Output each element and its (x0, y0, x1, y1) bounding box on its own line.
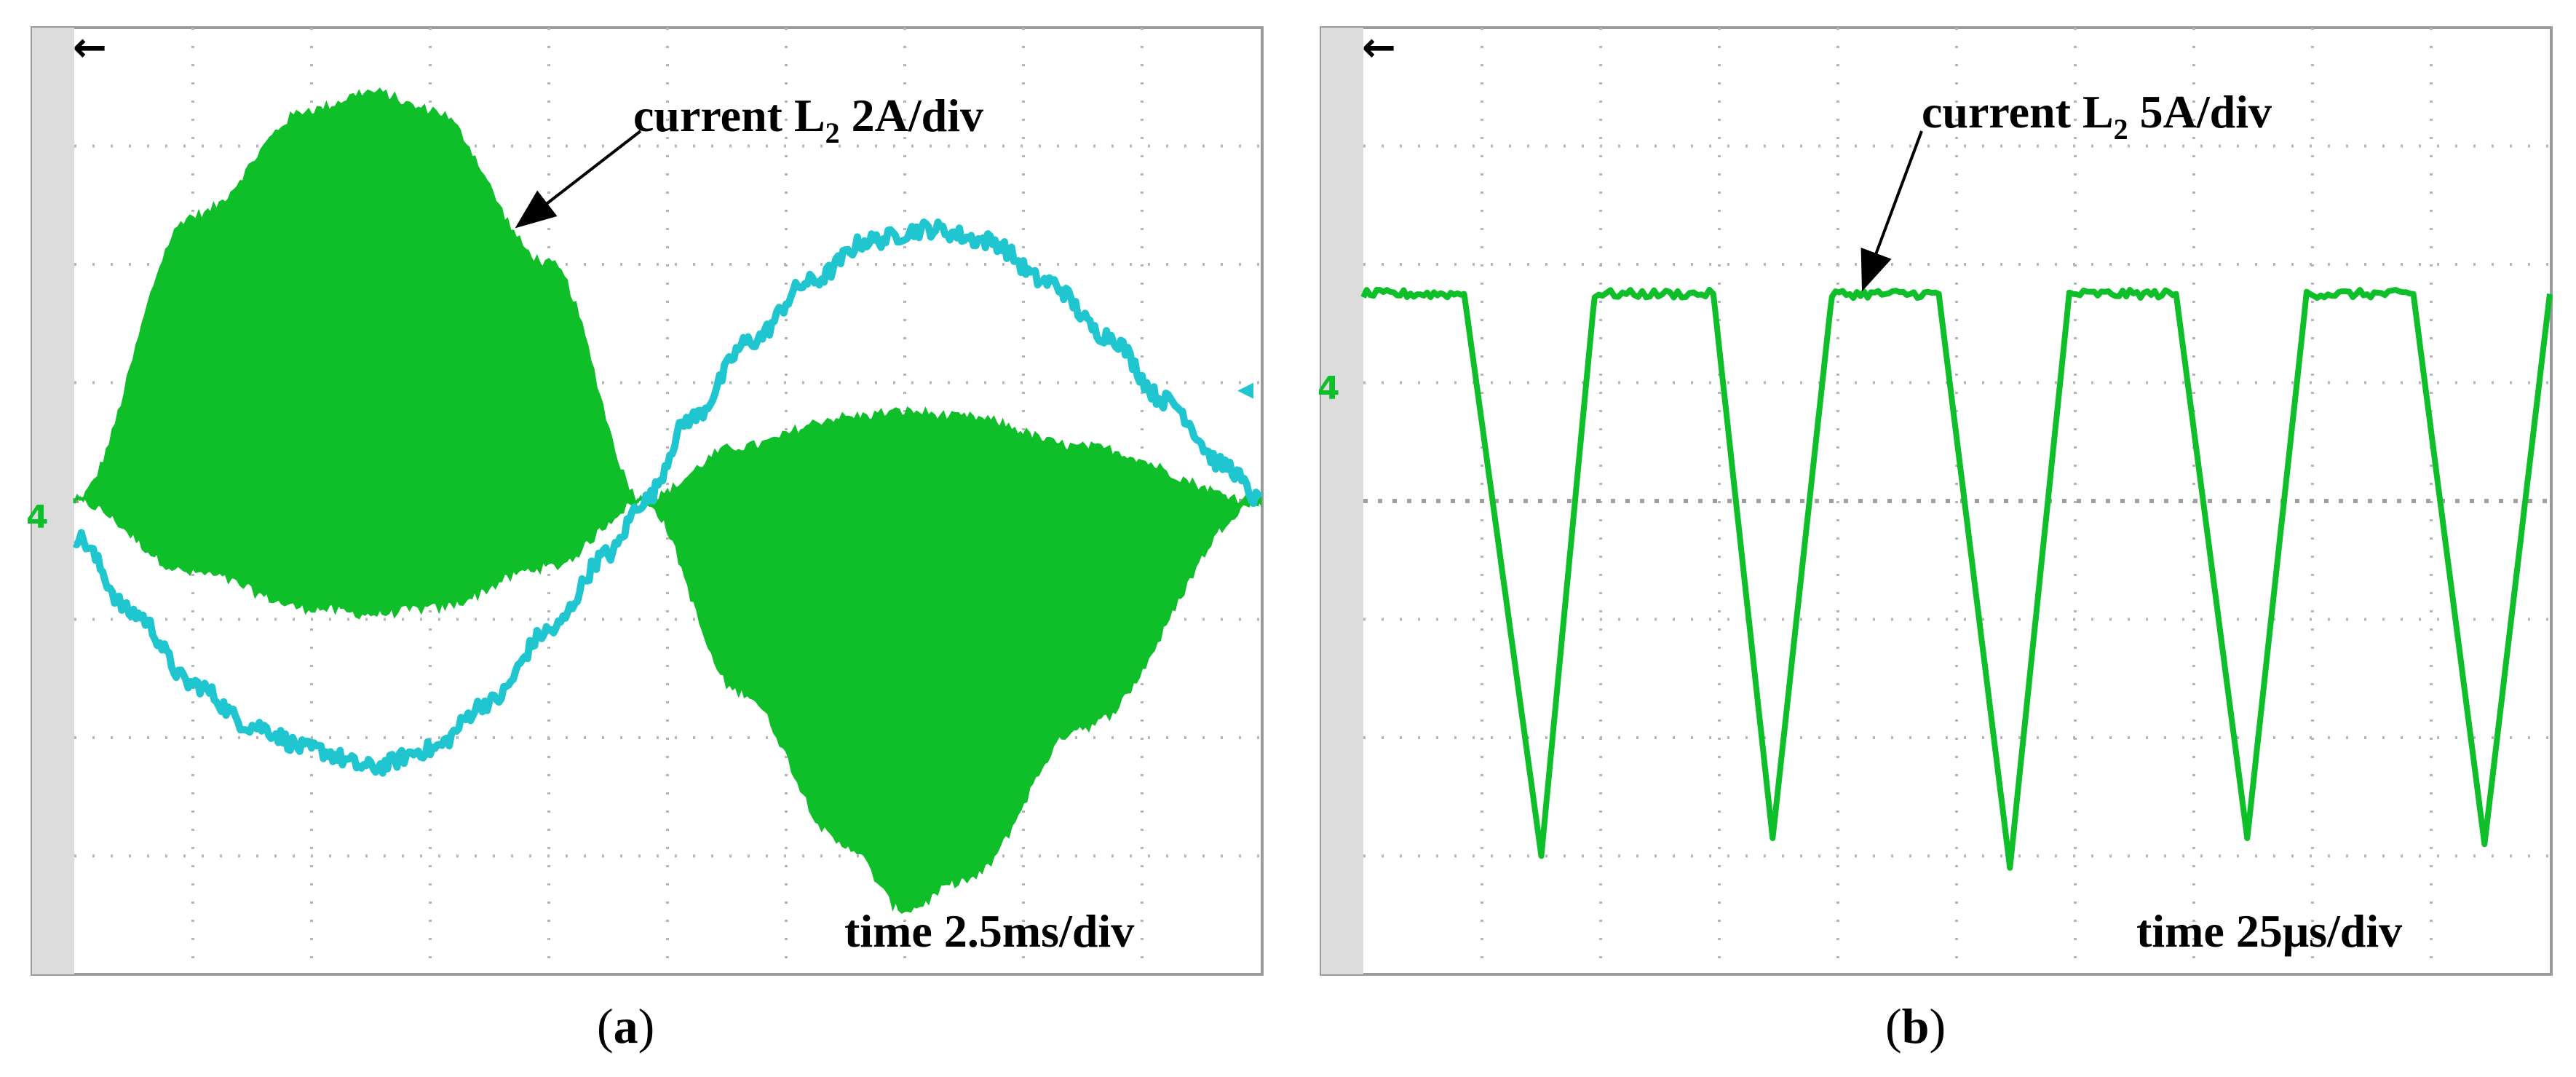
panel-a-annotation-arrow (515, 130, 642, 229)
panel-a-trace-label-sub: 2 (825, 117, 840, 149)
panel-a-trace-label: current L2 2A/div (633, 90, 983, 149)
panel-a-channel-marker-cyan: ◂ (1237, 370, 1253, 407)
panel-b-border (1320, 26, 2553, 976)
panel-a-trigger-arrow: ← (73, 24, 107, 71)
panel-b-trace-label-prefix: current L (1922, 86, 2114, 138)
panel-a-caption: (a) (597, 998, 654, 1054)
panel-b-series-0-line (1360, 286, 2553, 871)
panel-b-timebase-label: time 25μs/div (2136, 905, 2402, 957)
scope-panel-a: ← 4 ◂ current L2 2A/div time 2.5ms/div (… (26, 24, 1264, 1054)
scope-panel-b: ← 4 current L2 5A/div time 25μs/div (b) (1317, 24, 2553, 1054)
panel-b-channel-marker: 4 (1317, 370, 1340, 407)
panel-a-channel-marker: 4 (26, 499, 49, 536)
panel-b-caption-letter: b (1902, 998, 1930, 1054)
panel-a-traces (72, 87, 1264, 914)
panel-b-trace-label-suffix: 5A/div (2128, 86, 2272, 138)
panel-b-trace-label: current L2 5A/div (1922, 86, 2272, 146)
panel-b-annotation-arrow (1860, 130, 1923, 292)
panel-b-trigger-arrow: ← (1362, 24, 1396, 71)
panel-b-trace-label-sub: 2 (2114, 113, 2128, 146)
panel-a-trace-label-prefix: current L (633, 90, 825, 141)
panel-b-grid (1363, 28, 2550, 974)
panel-b-left-strip (1321, 28, 1363, 974)
panel-a-trace-label-suffix: 2A/div (840, 90, 983, 141)
panel-b-caption: (b) (1885, 998, 1946, 1054)
panel-a-left-strip (32, 28, 74, 974)
panel-b-traces (1360, 286, 2553, 871)
panel-a-series-0-band (73, 87, 1262, 914)
panel-a-timebase-label: time 2.5ms/div (844, 905, 1134, 957)
panel-a-series-1-line (72, 218, 1264, 777)
panel-a-caption-letter: a (614, 998, 638, 1054)
